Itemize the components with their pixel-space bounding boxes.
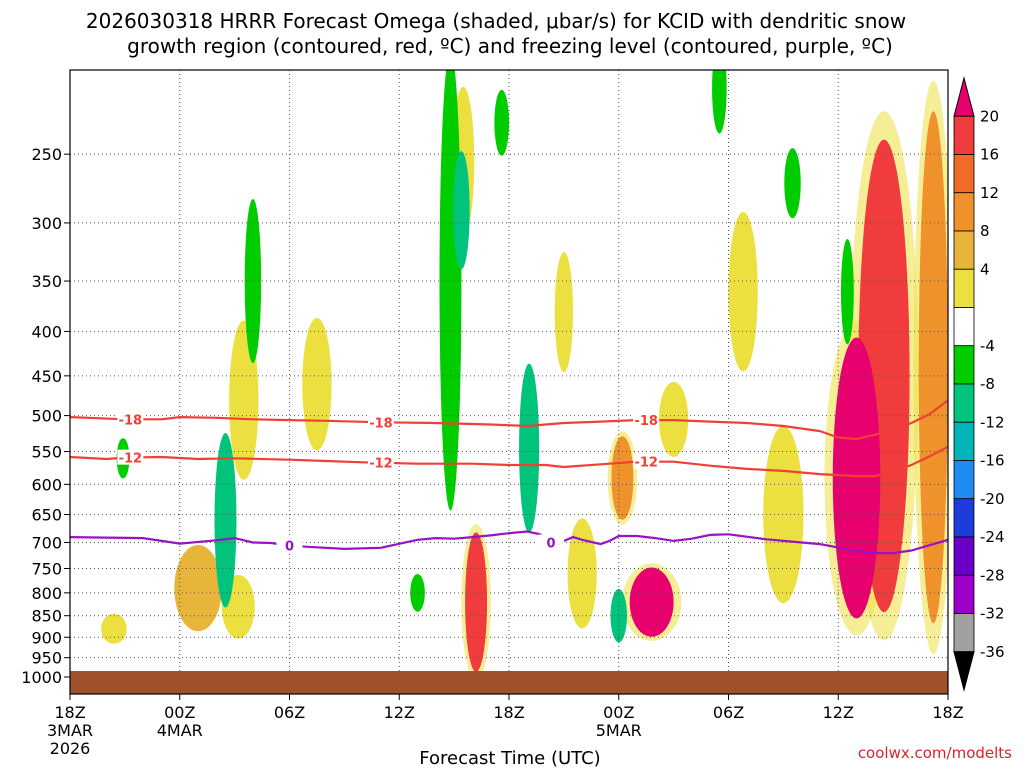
y-tick-label-600: 600 — [31, 475, 62, 494]
y-tick-label-350: 350 — [31, 272, 62, 291]
y-tick-label-850: 850 — [31, 607, 62, 626]
omega-neg-j — [841, 239, 854, 344]
y-tick-label-800: 800 — [31, 584, 62, 603]
omega-pos-i — [568, 519, 597, 629]
colorbar-swatch-8 — [954, 384, 974, 422]
x-tick-label-30: 00Z — [603, 703, 634, 722]
colorbar-label-6: -8 — [980, 375, 995, 393]
colorbar-swatch-12 — [954, 537, 974, 575]
colorbar-label-3: 8 — [980, 222, 990, 240]
colorbar-swatch-4 — [954, 231, 974, 269]
y-tick-label-400: 400 — [31, 322, 62, 341]
y-tick-label-700: 700 — [31, 533, 62, 552]
x-tick-year-0: 2026 — [50, 739, 91, 758]
colorbar-swatch-14 — [954, 614, 974, 652]
x-tick-label-6: 00Z — [164, 703, 195, 722]
omega-neg-g — [519, 364, 539, 533]
freezing-level-0-label-0: 0 — [285, 540, 294, 555]
x-tick-label-18: 12Z — [384, 703, 415, 722]
colorbar-label-5: -4 — [980, 337, 995, 355]
colorbar-label-9: -20 — [980, 490, 1005, 508]
dgz-bottom-minus12-label-1: -12 — [369, 456, 393, 471]
y-axis: 250 300 350 400 450 500 550 600 650 700 750 800 850 9… — [21, 145, 70, 687]
freezing-level-0-label-1: 0 — [547, 536, 556, 551]
omega-pos-n — [763, 426, 803, 603]
colorbar-swatch-2 — [954, 155, 974, 193]
colorbar-swatch-5 — [954, 269, 974, 307]
colorbar-swatch-3 — [954, 193, 974, 231]
chart-title-line-2: growth region (contoured, red, ºC) and f… — [127, 34, 893, 58]
y-tick-label-300: 300 — [31, 214, 62, 233]
x-tick-label-12: 06Z — [274, 703, 305, 722]
omega-neg-e — [453, 151, 469, 269]
omega-pos-k — [630, 568, 674, 637]
y-tick-label-750: 750 — [31, 560, 62, 579]
omega-pos-b — [174, 545, 222, 631]
omega-pos-o — [833, 338, 881, 619]
colorbar-label-1: 16 — [980, 146, 999, 164]
colorbar-swatch-10 — [954, 461, 974, 499]
colorbar-label-11: -28 — [980, 566, 1005, 584]
colorbar-swatch-7 — [954, 346, 974, 384]
ground-surface-bar — [70, 671, 948, 694]
x-tick-date-0: 3MAR — [47, 721, 93, 740]
dgz-bottom-minus12-label-0: -12 — [119, 452, 143, 467]
colorbar-swatch-9 — [954, 422, 974, 460]
omega-pos-a — [101, 614, 127, 644]
dgz-bottom-minus12-label-2: -12 — [634, 456, 658, 471]
omega-pos-e — [302, 318, 331, 451]
colorbar-swatch-13 — [954, 575, 974, 613]
y-tick-label-1000: 1000 — [21, 668, 62, 687]
omega-neg-f — [494, 90, 509, 156]
colorbar-label-13: -36 — [980, 643, 1005, 661]
dgz-top-minus18-label-2: -18 — [634, 414, 658, 429]
colorbar-swatch-1 — [954, 116, 974, 154]
x-tick-label-24: 18Z — [493, 703, 524, 722]
y-tick-label-450: 450 — [31, 367, 62, 386]
omega-pos-g — [465, 532, 487, 672]
colorbar-label-7: -12 — [980, 413, 1005, 431]
omega-time-height-chart: 2026030318 HRRR Forecast Omega (shaded, … — [0, 0, 1024, 768]
x-tick-label-36: 06Z — [713, 703, 744, 722]
omega-neg-k — [784, 148, 800, 218]
x-tick-label-0: 18Z — [54, 703, 85, 722]
omega-pos-m — [729, 212, 758, 371]
colorbar-swatch-6 — [954, 308, 974, 346]
credit-text: coolwx.com/modelts — [858, 744, 1012, 762]
x-tick-label-42: 12Z — [823, 703, 854, 722]
dgz-top-minus18-label-1: -18 — [369, 416, 393, 431]
dgz-top-minus18-label-0: -18 — [119, 413, 143, 428]
colorbar-label-4: 4 — [980, 260, 990, 278]
y-tick-label-550: 550 — [31, 443, 62, 462]
x-axis-label: Forecast Time (UTC) — [419, 748, 600, 768]
plot-area: -18 -18 -18 -12 -12 -12 0 0 — [70, 43, 953, 694]
x-tick-date-6: 4MAR — [157, 721, 203, 740]
y-tick-label-650: 650 — [31, 506, 62, 525]
chart-title-line-1: 2026030318 HRRR Forecast Omega (shaded, … — [86, 9, 906, 33]
omega-pos-h — [555, 252, 573, 372]
colorbar-label-10: -24 — [980, 528, 1005, 546]
colorbar-cap-bottom — [954, 652, 974, 690]
omega-pos-j — [611, 436, 633, 519]
colorbar-label-8: -16 — [980, 452, 1005, 470]
x-tick-date-30: 5MAR — [596, 721, 642, 740]
colorbar-cap-top — [954, 78, 974, 116]
colorbar: 20 16 12 8 4 -4 -8 -12 -16 -20 -24 -28 -32 -36 — [954, 78, 1005, 690]
colorbar-label-0: 20 — [980, 107, 999, 125]
colorbar-label-12: -32 — [980, 605, 1005, 623]
y-tick-label-250: 250 — [31, 145, 62, 164]
x-tick-label-48: 18Z — [932, 703, 963, 722]
colorbar-label-2: 12 — [980, 184, 999, 202]
y-tick-label-500: 500 — [31, 407, 62, 426]
colorbar-swatch-11 — [954, 499, 974, 537]
y-tick-label-950: 950 — [31, 649, 62, 668]
y-tick-label-900: 900 — [31, 628, 62, 647]
